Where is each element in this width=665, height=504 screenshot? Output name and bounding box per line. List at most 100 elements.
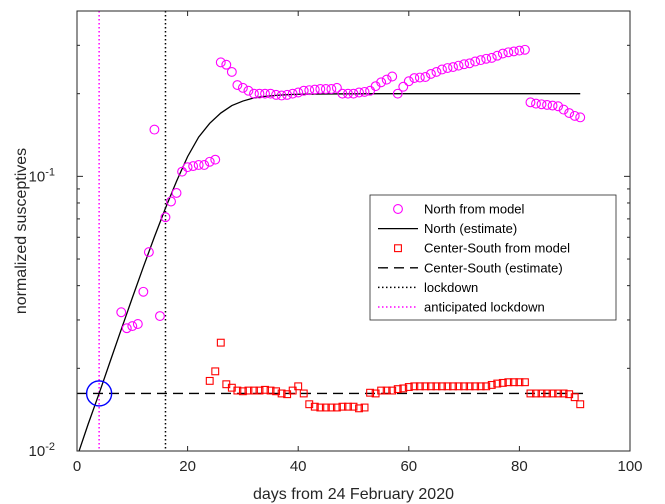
north-model-point (343, 88, 353, 99)
north-model-point (210, 154, 221, 165)
north-model-point (282, 89, 293, 100)
center-south-model-point (432, 382, 441, 391)
center-south-model-point (504, 378, 513, 387)
north-model-point (547, 100, 558, 111)
legend-label: Center-South from model (424, 241, 570, 256)
center-south-model-point (520, 378, 529, 387)
north-model-point (293, 87, 304, 98)
y-axis-label: normalized susceptives (13, 148, 30, 314)
center-south-model-point (255, 386, 264, 395)
north-model-point (337, 88, 348, 99)
center-south-model-point (526, 389, 535, 398)
legend-label: anticipated lockdown (424, 300, 545, 315)
north-model-point (508, 46, 519, 57)
north-model-point (486, 52, 497, 63)
north-model-point (249, 88, 259, 99)
north-model-point (243, 85, 254, 96)
north-model-point (160, 212, 171, 223)
north-model-point (188, 161, 199, 172)
y-tick-label: 10-1 (29, 166, 55, 185)
center-south-model-point (266, 386, 275, 395)
north-model-point (309, 84, 320, 95)
north-model-point (237, 82, 248, 93)
center-south-model-point (305, 400, 314, 409)
center-south-model-point (537, 389, 546, 398)
center-south-model-point (426, 382, 435, 391)
center-south-model-point (515, 378, 524, 387)
north-model-point (492, 50, 503, 61)
intersection-circle (85, 380, 113, 407)
north-model-point (431, 66, 442, 77)
north-model-point (420, 72, 431, 82)
center-south-model-point (316, 403, 325, 412)
north-model-point (193, 160, 204, 170)
north-model-point (226, 66, 237, 77)
north-model-point (414, 72, 425, 83)
north-model-point (558, 104, 569, 115)
center-south-model-point (465, 382, 474, 391)
center-south-model-point (344, 402, 352, 411)
north-model-point (143, 247, 154, 258)
center-south-model-point (482, 382, 491, 391)
north-model-point (470, 56, 481, 67)
legend-label: North (estimate) (424, 221, 517, 236)
north-model-point (127, 321, 138, 332)
legend-item: North (estimate) (378, 221, 517, 236)
center-south-model-point (493, 379, 502, 388)
center-south-model-point (554, 389, 563, 398)
x-tick-label: 20 (179, 458, 196, 475)
north-model-point (359, 86, 370, 97)
x-tick-label: 40 (290, 458, 307, 475)
north-model-point (254, 88, 265, 99)
center-south-model-point (388, 386, 397, 395)
north-model-point (320, 84, 331, 94)
north-model-point (348, 88, 359, 99)
center-south-model-point (570, 393, 579, 402)
center-south-model-point (233, 386, 242, 395)
north-model-point (182, 162, 193, 173)
center-south-model-point (299, 389, 308, 398)
center-south-model-point (576, 400, 585, 409)
center-south-model-point (310, 402, 319, 411)
legend-box (369, 194, 617, 321)
center-south-model-point (272, 387, 281, 396)
legend: North from model North (estimate) Center-S… (369, 194, 617, 321)
legend-item: Center-South (estimate) (378, 260, 563, 275)
x-tick-label: 60 (400, 458, 417, 475)
north-model-point (519, 44, 530, 55)
north-model-point (381, 74, 392, 85)
north-model-point (553, 101, 564, 112)
center-south-model-point (244, 386, 253, 395)
x-tick-label: 100 (617, 458, 642, 475)
north-model-point (569, 110, 580, 121)
center-south-model-point (382, 386, 391, 395)
north-model-point (531, 98, 541, 109)
north-model-point (132, 319, 143, 329)
center-south-model-point (250, 386, 258, 395)
center-south-model-point (227, 383, 236, 392)
north-model-point (542, 99, 552, 110)
north-model-point (475, 55, 486, 66)
legend-label: North from model (424, 202, 525, 217)
north-model-point (403, 76, 414, 87)
x-tick-label: 0 (73, 458, 81, 475)
north-model-point (199, 160, 210, 170)
north-model-point (497, 48, 508, 59)
center-south-model-point (349, 402, 358, 411)
center-south-model-point (443, 382, 452, 391)
center-south-model-point (498, 378, 507, 387)
north-model-point (392, 88, 403, 99)
north-model-point (536, 99, 547, 110)
center-south-model-point (415, 382, 424, 391)
north-model-point (409, 73, 420, 83)
center-south-model-point (449, 382, 457, 391)
north-model-point (304, 85, 315, 96)
center-south-model-point (421, 382, 430, 391)
center-south-model-point (460, 382, 469, 391)
center-south-model-point (327, 403, 336, 412)
center-south-model-point (211, 367, 220, 376)
center-south-model-point (205, 376, 214, 385)
center-south-model-point (476, 382, 485, 391)
center-south-model-point (393, 385, 402, 394)
